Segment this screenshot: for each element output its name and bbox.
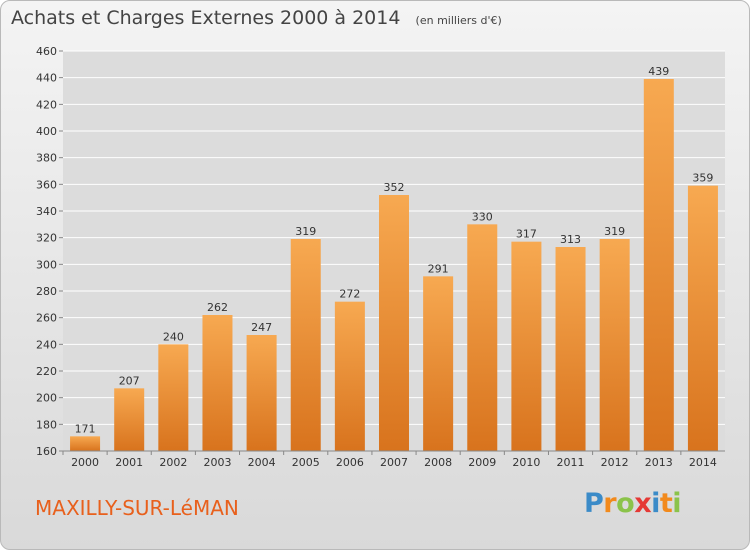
data-label-2011: 313 [560,233,581,246]
x-tick-label-2001: 2001 [115,456,143,469]
logo-letter: t [659,488,673,519]
bar-2009 [467,224,498,451]
bar-2006 [334,301,365,451]
data-label-2012: 319 [604,225,625,238]
bar-2004 [246,335,277,451]
bar-2012 [599,239,630,451]
y-tick-label: 420 [36,98,57,111]
data-label-2005: 319 [295,225,316,238]
y-tick-label: 280 [36,285,57,298]
y-tick-label: 180 [36,418,57,431]
data-label-2010: 317 [516,228,537,241]
commune-name: MAXILLY-SUR-LéMAN [35,496,239,520]
bar-2005 [290,239,321,451]
bar-2007 [378,195,410,451]
x-tick-label-2005: 2005 [292,456,320,469]
y-tick-label: 380 [36,152,57,165]
y-tick-label: 320 [36,232,57,245]
bar-2008 [423,276,454,451]
x-tick-label-2007: 2007 [380,456,408,469]
bar-2003 [202,315,233,451]
x-tick-label-2014: 2014 [689,456,717,469]
data-label-2009: 330 [472,210,493,223]
y-tick-label: 260 [36,312,57,325]
x-tick-label-2013: 2013 [645,456,673,469]
y-tick-label: 240 [36,338,57,351]
y-axis-ticks: 160 180 200 220 240 260 280 300 320 340 360 380 400 4… [36,45,63,458]
data-label-2003: 262 [207,301,228,314]
y-tick-label: 200 [36,392,57,405]
bar-2001 [114,388,145,451]
y-tick-label: 360 [36,178,57,191]
x-tick-label-2004: 2004 [248,456,276,469]
bar-2013 [643,79,674,451]
bar-2010 [511,241,542,451]
data-label-2014: 359 [692,172,713,185]
y-tick-label: 300 [36,258,57,271]
bars: 171 207 240 262 247 319 272 352 291 330 317 313 319 4… [70,65,718,451]
logo-letter: i [651,488,660,519]
logo-letter: o [616,488,635,519]
data-label-2008: 291 [428,262,449,275]
bar-2014 [687,185,718,451]
proxiti-logo: Proxiti [584,488,682,519]
x-tick-label-2012: 2012 [601,456,629,469]
x-axis-ticks: 2000 2001 2002 2003 2004 2005 2006 2007 2008 2009… [62,451,717,469]
logo-letter: x [634,488,652,519]
y-tick-label: 220 [36,365,57,378]
data-label-2004: 247 [251,321,272,334]
x-tick-label-2006: 2006 [336,456,364,469]
x-tick-label-2002: 2002 [159,456,187,469]
x-tick-label-2009: 2009 [468,456,496,469]
data-label-2001: 207 [119,374,140,387]
bar-2000 [70,436,101,451]
data-label-2007: 352 [384,181,405,194]
y-tick-label: 440 [36,72,57,85]
logo-letter: r [603,488,617,519]
logo-letter: i [672,488,682,519]
y-tick-label: 340 [36,205,57,218]
x-tick-label-2011: 2011 [557,456,585,469]
chart-title: Achats et Charges Externes 2000 à 2014 [11,7,401,29]
x-tick-label-2010: 2010 [512,456,540,469]
y-tick-label: 400 [36,125,57,138]
data-label-2000: 171 [75,422,96,435]
data-label-2013: 439 [648,65,669,78]
data-label-2006: 272 [339,288,360,301]
chart-unit: (en milliers d'€) [415,14,502,27]
x-tick-label-2000: 2000 [71,456,99,469]
logo-letter: P [584,488,604,519]
data-label-2002: 240 [163,330,184,343]
bar-2011 [555,247,586,451]
x-tick-label-2008: 2008 [424,456,452,469]
y-tick-label: 160 [36,445,57,458]
bar-2002 [158,344,189,451]
y-tick-label: 460 [36,45,57,58]
chart-title-block: Achats et Charges Externes 2000 à 2014 (… [11,7,502,29]
x-tick-label-2003: 2003 [203,456,231,469]
